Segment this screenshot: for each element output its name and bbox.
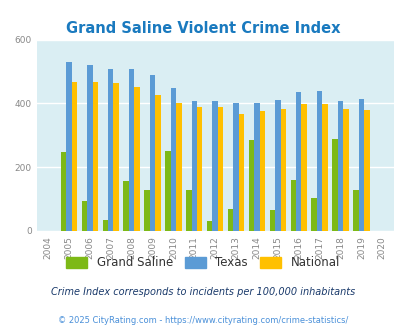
Bar	[233, 103, 238, 231]
Bar	[191, 101, 196, 231]
Bar	[196, 107, 202, 231]
Bar	[102, 220, 108, 231]
Bar	[337, 101, 342, 231]
Bar	[269, 210, 275, 231]
Bar	[259, 111, 264, 231]
Bar	[332, 140, 337, 231]
Bar	[176, 103, 181, 231]
Bar	[322, 104, 327, 231]
Bar	[170, 88, 176, 231]
Bar	[113, 83, 119, 231]
Bar	[185, 190, 191, 231]
Bar	[311, 198, 316, 231]
Bar	[71, 82, 77, 231]
Bar	[165, 151, 170, 231]
Bar	[254, 103, 259, 231]
Bar	[155, 95, 160, 231]
Bar	[363, 110, 369, 231]
Text: Grand Saline Violent Crime Index: Grand Saline Violent Crime Index	[66, 20, 339, 36]
Bar	[227, 209, 233, 231]
Bar	[352, 189, 358, 231]
Bar	[134, 87, 139, 231]
Bar	[81, 201, 87, 231]
Bar	[280, 109, 285, 231]
Bar	[207, 221, 212, 231]
Bar	[144, 190, 149, 231]
Bar	[238, 114, 244, 231]
Bar	[123, 181, 128, 231]
Bar	[92, 82, 98, 231]
Bar	[66, 62, 71, 231]
Bar	[87, 65, 92, 231]
Bar	[61, 152, 66, 231]
Bar	[316, 91, 322, 231]
Bar	[217, 107, 223, 231]
Text: © 2025 CityRating.com - https://www.cityrating.com/crime-statistics/: © 2025 CityRating.com - https://www.city…	[58, 315, 347, 325]
Bar	[342, 109, 348, 231]
Bar	[248, 140, 254, 231]
Bar	[275, 100, 280, 231]
Bar	[290, 180, 295, 231]
Bar	[128, 69, 134, 231]
Text: Crime Index corresponds to incidents per 100,000 inhabitants: Crime Index corresponds to incidents per…	[51, 287, 354, 297]
Bar	[108, 69, 113, 231]
Bar	[212, 101, 217, 231]
Bar	[358, 99, 363, 231]
Bar	[149, 75, 155, 231]
Bar	[301, 104, 306, 231]
Legend: Grand Saline, Texas, National: Grand Saline, Texas, National	[61, 252, 344, 274]
Bar	[295, 92, 301, 231]
